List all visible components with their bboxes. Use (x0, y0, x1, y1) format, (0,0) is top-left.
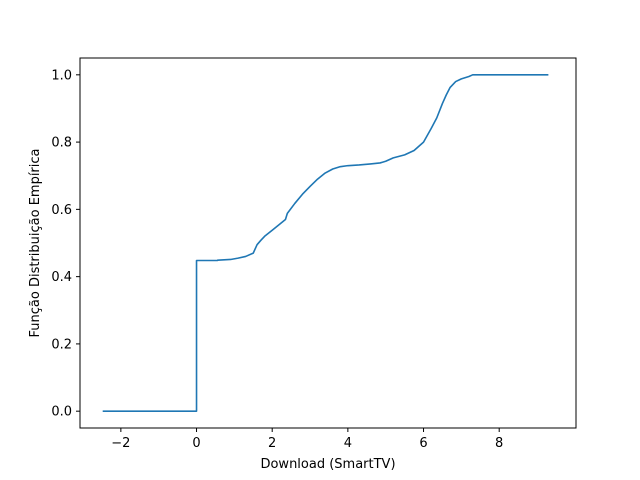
y-axis-label: Função Distribuição Empírica (28, 148, 43, 337)
y-tick-label: 0.0 (51, 405, 72, 420)
plot-area (102, 74, 549, 412)
x-tick-label: 2 (268, 436, 276, 451)
y-tick-label: 1.0 (51, 68, 72, 83)
x-tick-label: 6 (419, 436, 427, 451)
y-tick-label: 0.8 (51, 136, 72, 151)
x-tick-label: 8 (495, 436, 503, 451)
y-tick-label: 0.2 (51, 337, 72, 352)
ecdf-series-line (102, 74, 549, 412)
x-axis-label: Download (SmartTV) (260, 457, 395, 472)
y-tick-label: 0.4 (51, 270, 72, 285)
x-tick-label: 4 (344, 436, 352, 451)
x-tick-label: −2 (111, 436, 130, 451)
y-tick-label: 0.6 (51, 203, 72, 218)
axis-ticks: −2 0 2 4 6 8 0.0 0.2 0.4 0.6 0.8 1.0 (51, 68, 503, 451)
x-tick-label: 0 (192, 436, 200, 451)
axes-frame (79, 57, 577, 429)
